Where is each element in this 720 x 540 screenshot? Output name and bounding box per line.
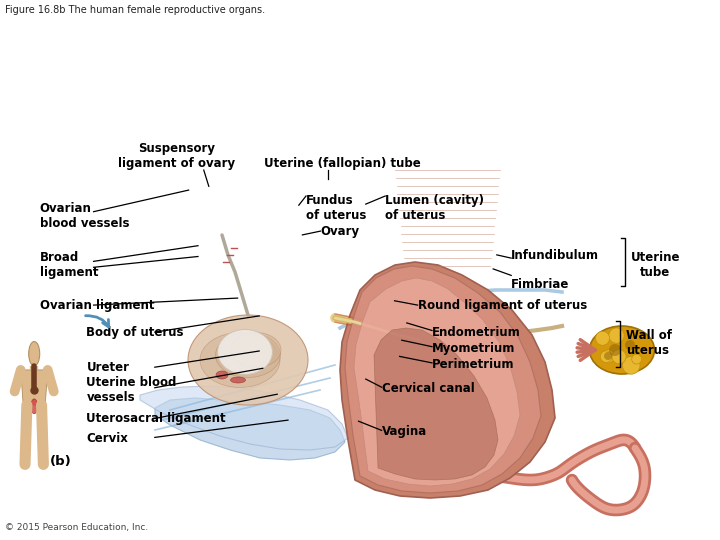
Circle shape [631,354,642,364]
Text: Cervical canal: Cervical canal [382,382,474,395]
Polygon shape [140,386,348,450]
Circle shape [29,341,40,366]
Ellipse shape [216,371,228,379]
Polygon shape [345,266,541,493]
Text: Ovarian ligament: Ovarian ligament [40,299,154,312]
Circle shape [625,340,635,350]
Ellipse shape [188,315,308,405]
Text: Endometrium: Endometrium [432,326,521,339]
Text: Fundus
of uterus: Fundus of uterus [306,194,366,222]
Text: (b): (b) [50,455,72,468]
Circle shape [601,349,615,363]
Circle shape [600,351,612,362]
Polygon shape [354,278,520,486]
Text: Uterine blood
vessels: Uterine blood vessels [86,376,177,404]
Ellipse shape [231,333,281,368]
Text: Ovary: Ovary [320,225,359,238]
Text: Round ligament of uterus: Round ligament of uterus [418,299,587,312]
Text: Uterosacral ligament: Uterosacral ligament [86,412,226,425]
Circle shape [604,352,612,360]
Circle shape [31,399,37,414]
Circle shape [609,344,621,356]
Text: Perimetrium: Perimetrium [432,358,515,371]
Polygon shape [21,370,48,405]
Text: Fimbriae: Fimbriae [511,278,570,291]
Text: Figure 16.8b The human female reproductive organs.: Figure 16.8b The human female reproducti… [5,5,265,15]
Ellipse shape [230,377,246,383]
Text: Myometrium: Myometrium [432,342,516,355]
Text: Suspensory
ligament of ovary: Suspensory ligament of ovary [118,142,235,170]
Ellipse shape [217,329,272,375]
FancyArrowPatch shape [86,316,109,327]
Ellipse shape [215,333,281,377]
Text: Ovarian
blood vessels: Ovarian blood vessels [40,202,129,230]
Text: Cervix: Cervix [86,432,128,445]
Ellipse shape [590,326,654,374]
Text: Infundibulum: Infundibulum [511,249,599,262]
Text: Broad
ligament: Broad ligament [40,251,98,279]
Text: Wall of
uterus: Wall of uterus [626,329,672,357]
Polygon shape [340,262,555,498]
Text: Uterine
tube: Uterine tube [631,251,680,279]
Text: Ureter: Ureter [86,361,130,374]
Text: Lumen (cavity)
of uterus: Lumen (cavity) of uterus [385,194,485,222]
Text: Uterine (fallopian) tube: Uterine (fallopian) tube [264,157,420,170]
Circle shape [621,356,631,366]
Circle shape [595,331,610,345]
Polygon shape [155,398,345,460]
Text: Vagina: Vagina [382,426,427,438]
Circle shape [612,349,626,364]
Text: Body of uterus: Body of uterus [86,326,184,339]
Text: © 2015 Pearson Education, Inc.: © 2015 Pearson Education, Inc. [5,523,148,532]
Circle shape [622,356,640,374]
Circle shape [609,328,624,343]
Polygon shape [374,328,498,480]
Ellipse shape [200,333,280,388]
